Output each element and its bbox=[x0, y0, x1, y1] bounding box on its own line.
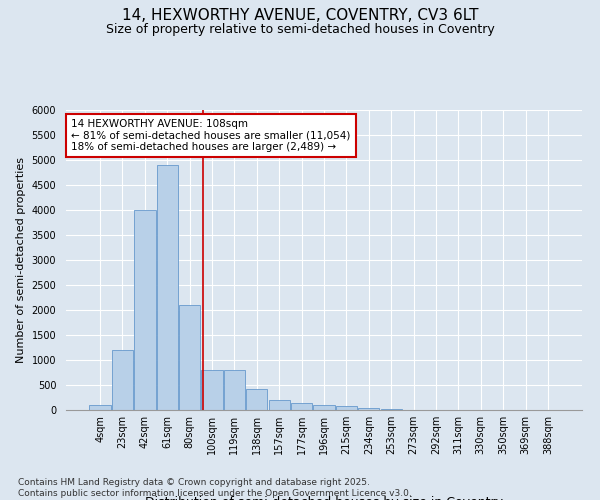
Bar bbox=[157, 165, 178, 410]
Bar bbox=[269, 400, 290, 410]
Bar bbox=[179, 305, 200, 410]
Bar bbox=[112, 350, 133, 410]
Bar bbox=[358, 408, 379, 410]
Text: Contains HM Land Registry data © Crown copyright and database right 2025.
Contai: Contains HM Land Registry data © Crown c… bbox=[18, 478, 412, 498]
Bar bbox=[291, 402, 312, 410]
Bar bbox=[313, 405, 335, 410]
Y-axis label: Number of semi-detached properties: Number of semi-detached properties bbox=[16, 157, 26, 363]
Bar bbox=[246, 389, 268, 410]
Bar bbox=[380, 409, 402, 410]
Bar bbox=[202, 370, 223, 410]
Bar bbox=[134, 210, 155, 410]
X-axis label: Distribution of semi-detached houses by size in Coventry: Distribution of semi-detached houses by … bbox=[145, 496, 503, 500]
Text: 14, HEXWORTHY AVENUE, COVENTRY, CV3 6LT: 14, HEXWORTHY AVENUE, COVENTRY, CV3 6LT bbox=[122, 8, 478, 22]
Text: 14 HEXWORTHY AVENUE: 108sqm
← 81% of semi-detached houses are smaller (11,054)
1: 14 HEXWORTHY AVENUE: 108sqm ← 81% of sem… bbox=[71, 119, 350, 152]
Bar bbox=[336, 406, 357, 410]
Bar bbox=[89, 405, 111, 410]
Bar bbox=[224, 370, 245, 410]
Text: Size of property relative to semi-detached houses in Coventry: Size of property relative to semi-detach… bbox=[106, 22, 494, 36]
